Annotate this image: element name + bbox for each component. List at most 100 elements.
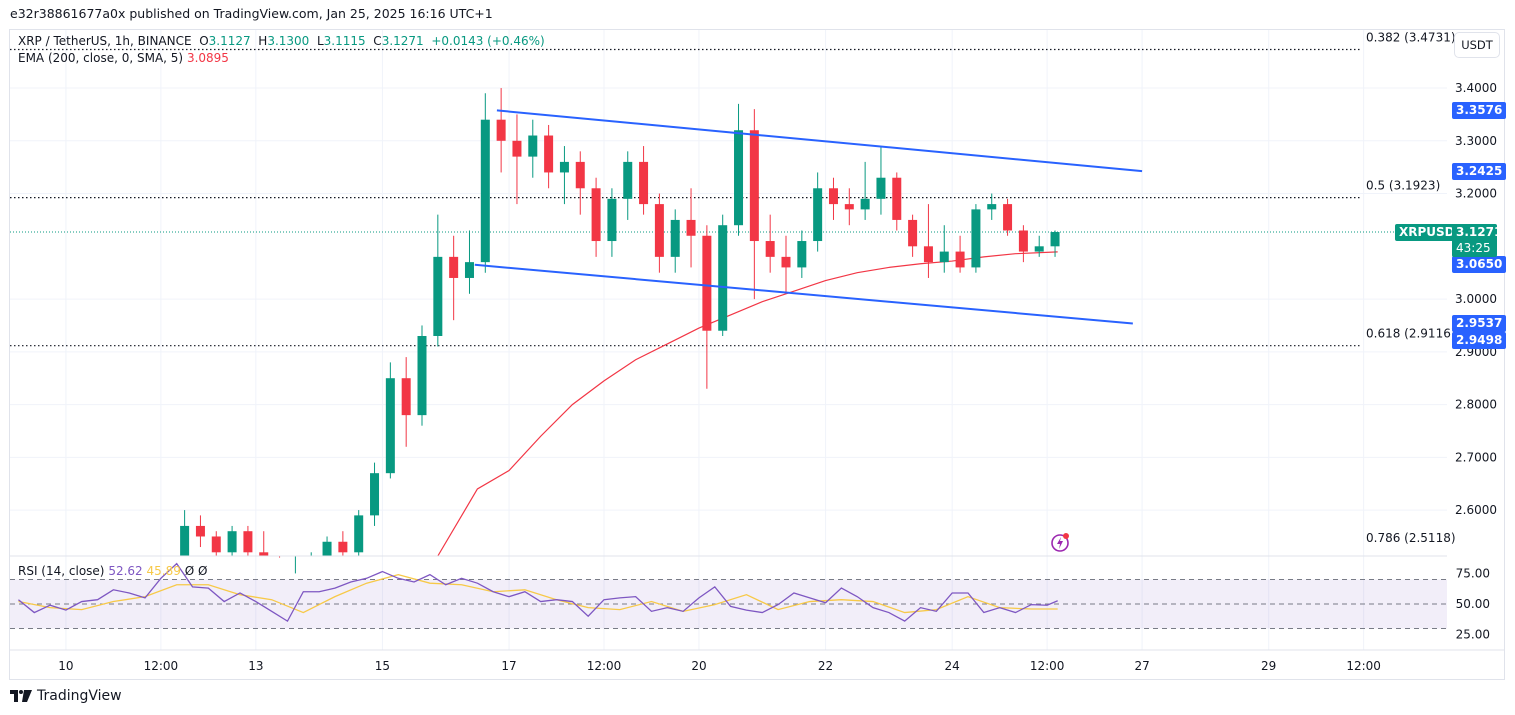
lightning-icon[interactable]: [1049, 531, 1071, 553]
candle-body: [575, 161, 585, 189]
candle-body: [496, 119, 506, 141]
candle-body: [797, 241, 807, 268]
low-value: 3.1115: [323, 34, 366, 48]
candle-body: [591, 188, 601, 242]
candle: [828, 177, 838, 220]
candle: [908, 214, 918, 257]
candle: [195, 515, 205, 548]
candle: [892, 172, 902, 231]
brand-name: TradingView: [37, 688, 122, 704]
rsi-legend[interactable]: RSI (14, close) 52.62 45.89 Ø Ø: [18, 564, 207, 578]
time-tick-label: 17: [501, 659, 516, 673]
candle: [338, 531, 348, 556]
fib-label: 0.618 (2.9116): [1366, 327, 1456, 341]
candle: [987, 193, 997, 220]
time-tick-label: 13: [248, 659, 263, 673]
price-tick-label: 3.4000: [1455, 81, 1497, 95]
rsi-value: 52.62: [108, 564, 143, 578]
candle: [211, 531, 221, 556]
close-value: 3.1271: [381, 34, 424, 48]
candle: [734, 103, 744, 236]
candle-body: [1034, 246, 1044, 252]
candle: [464, 230, 474, 294]
price-tick-label: 2.6000: [1455, 503, 1497, 517]
candle-body: [828, 188, 838, 205]
change-value: +0.0143 (+0.46%): [431, 34, 545, 48]
grid: [10, 30, 1447, 650]
candle-body: [860, 198, 870, 210]
rsi-pane: [10, 562, 1447, 629]
candle: [496, 88, 506, 173]
time-tick-label: 24: [945, 659, 960, 673]
symbol-tag: XRPUSDT: [1395, 223, 1467, 241]
candle: [1018, 225, 1028, 263]
candle-body: [385, 378, 395, 474]
candle: [654, 193, 664, 273]
candle: [876, 146, 886, 215]
candle: [559, 146, 569, 205]
fib-levels: 0.382 (3.4731) 0.5 (3.1923) 0.618 (2.9116)…: [10, 30, 1456, 545]
candle-body: [227, 531, 237, 553]
candle-body: [813, 188, 823, 242]
fib-label: 0.5 (3.1923): [1366, 179, 1440, 193]
price-tick-label: 2.8000: [1455, 398, 1497, 412]
candle: [180, 510, 190, 556]
candles-layer: [180, 88, 1060, 574]
candle: [765, 214, 775, 273]
tradingview-logo-icon: [10, 690, 32, 702]
candle: [433, 214, 443, 347]
candle: [686, 188, 696, 268]
candle: [1050, 230, 1060, 257]
tradingview-logo[interactable]: TradingView: [10, 688, 122, 704]
candle-body: [718, 225, 728, 331]
time-tick-label: 10: [58, 659, 73, 673]
candle: [512, 114, 522, 205]
currency-button[interactable]: USDT: [1454, 32, 1500, 58]
candle: [939, 225, 949, 273]
candle-body: [765, 241, 775, 257]
rsi-line: [18, 562, 1058, 623]
candle: [718, 214, 728, 336]
rsi-ma-value: 45.89: [146, 564, 181, 578]
price-tick-label: 3.0000: [1455, 292, 1497, 306]
candle-body: [987, 204, 997, 210]
chart-frame: [9, 29, 1505, 680]
candle: [797, 230, 807, 278]
candle: [544, 124, 554, 189]
symbol-name: XRP / TetherUS, 1h, BINANCE: [18, 34, 192, 48]
ema-value: 3.0895: [186, 51, 229, 65]
rsi-label: RSI (14, close): [18, 564, 105, 578]
candle: [417, 325, 427, 426]
candle-body: [939, 251, 949, 263]
candle-body: [876, 177, 886, 199]
candle: [781, 235, 791, 294]
time-tick-label: 15: [375, 659, 390, 673]
candle: [670, 209, 680, 273]
time-tick-label: 12:00: [1030, 659, 1065, 673]
time-tick-label: 20: [691, 659, 706, 673]
rsi-tick-label: 75.00: [1456, 566, 1490, 580]
channel-upper-line[interactable]: [496, 109, 1143, 173]
candle-body: [433, 256, 443, 336]
ema-legend[interactable]: EMA (200, close, 0, SMA, 5) 3.0895: [18, 51, 229, 65]
candle: [528, 119, 538, 178]
candle: [955, 235, 965, 273]
time-tick-label: 12:00: [1346, 659, 1381, 673]
rsi-tick-label: 25.00: [1456, 628, 1490, 642]
candle-body: [528, 135, 538, 157]
candle: [1003, 198, 1013, 236]
candle-body: [670, 219, 680, 257]
open-label: O: [199, 34, 209, 48]
candle-body: [464, 262, 474, 278]
channel-lower-line[interactable]: [474, 263, 1133, 325]
candle: [607, 188, 617, 257]
candle-body: [338, 541, 348, 553]
rsi-ma-line: [18, 573, 1058, 614]
fib-label: 0.786 (2.5118): [1366, 531, 1456, 545]
candle-body: [686, 219, 696, 236]
candle-body: [955, 251, 965, 268]
candle-body: [654, 204, 664, 257]
price-tick-label: 3.2000: [1455, 187, 1497, 201]
candle: [243, 525, 253, 556]
